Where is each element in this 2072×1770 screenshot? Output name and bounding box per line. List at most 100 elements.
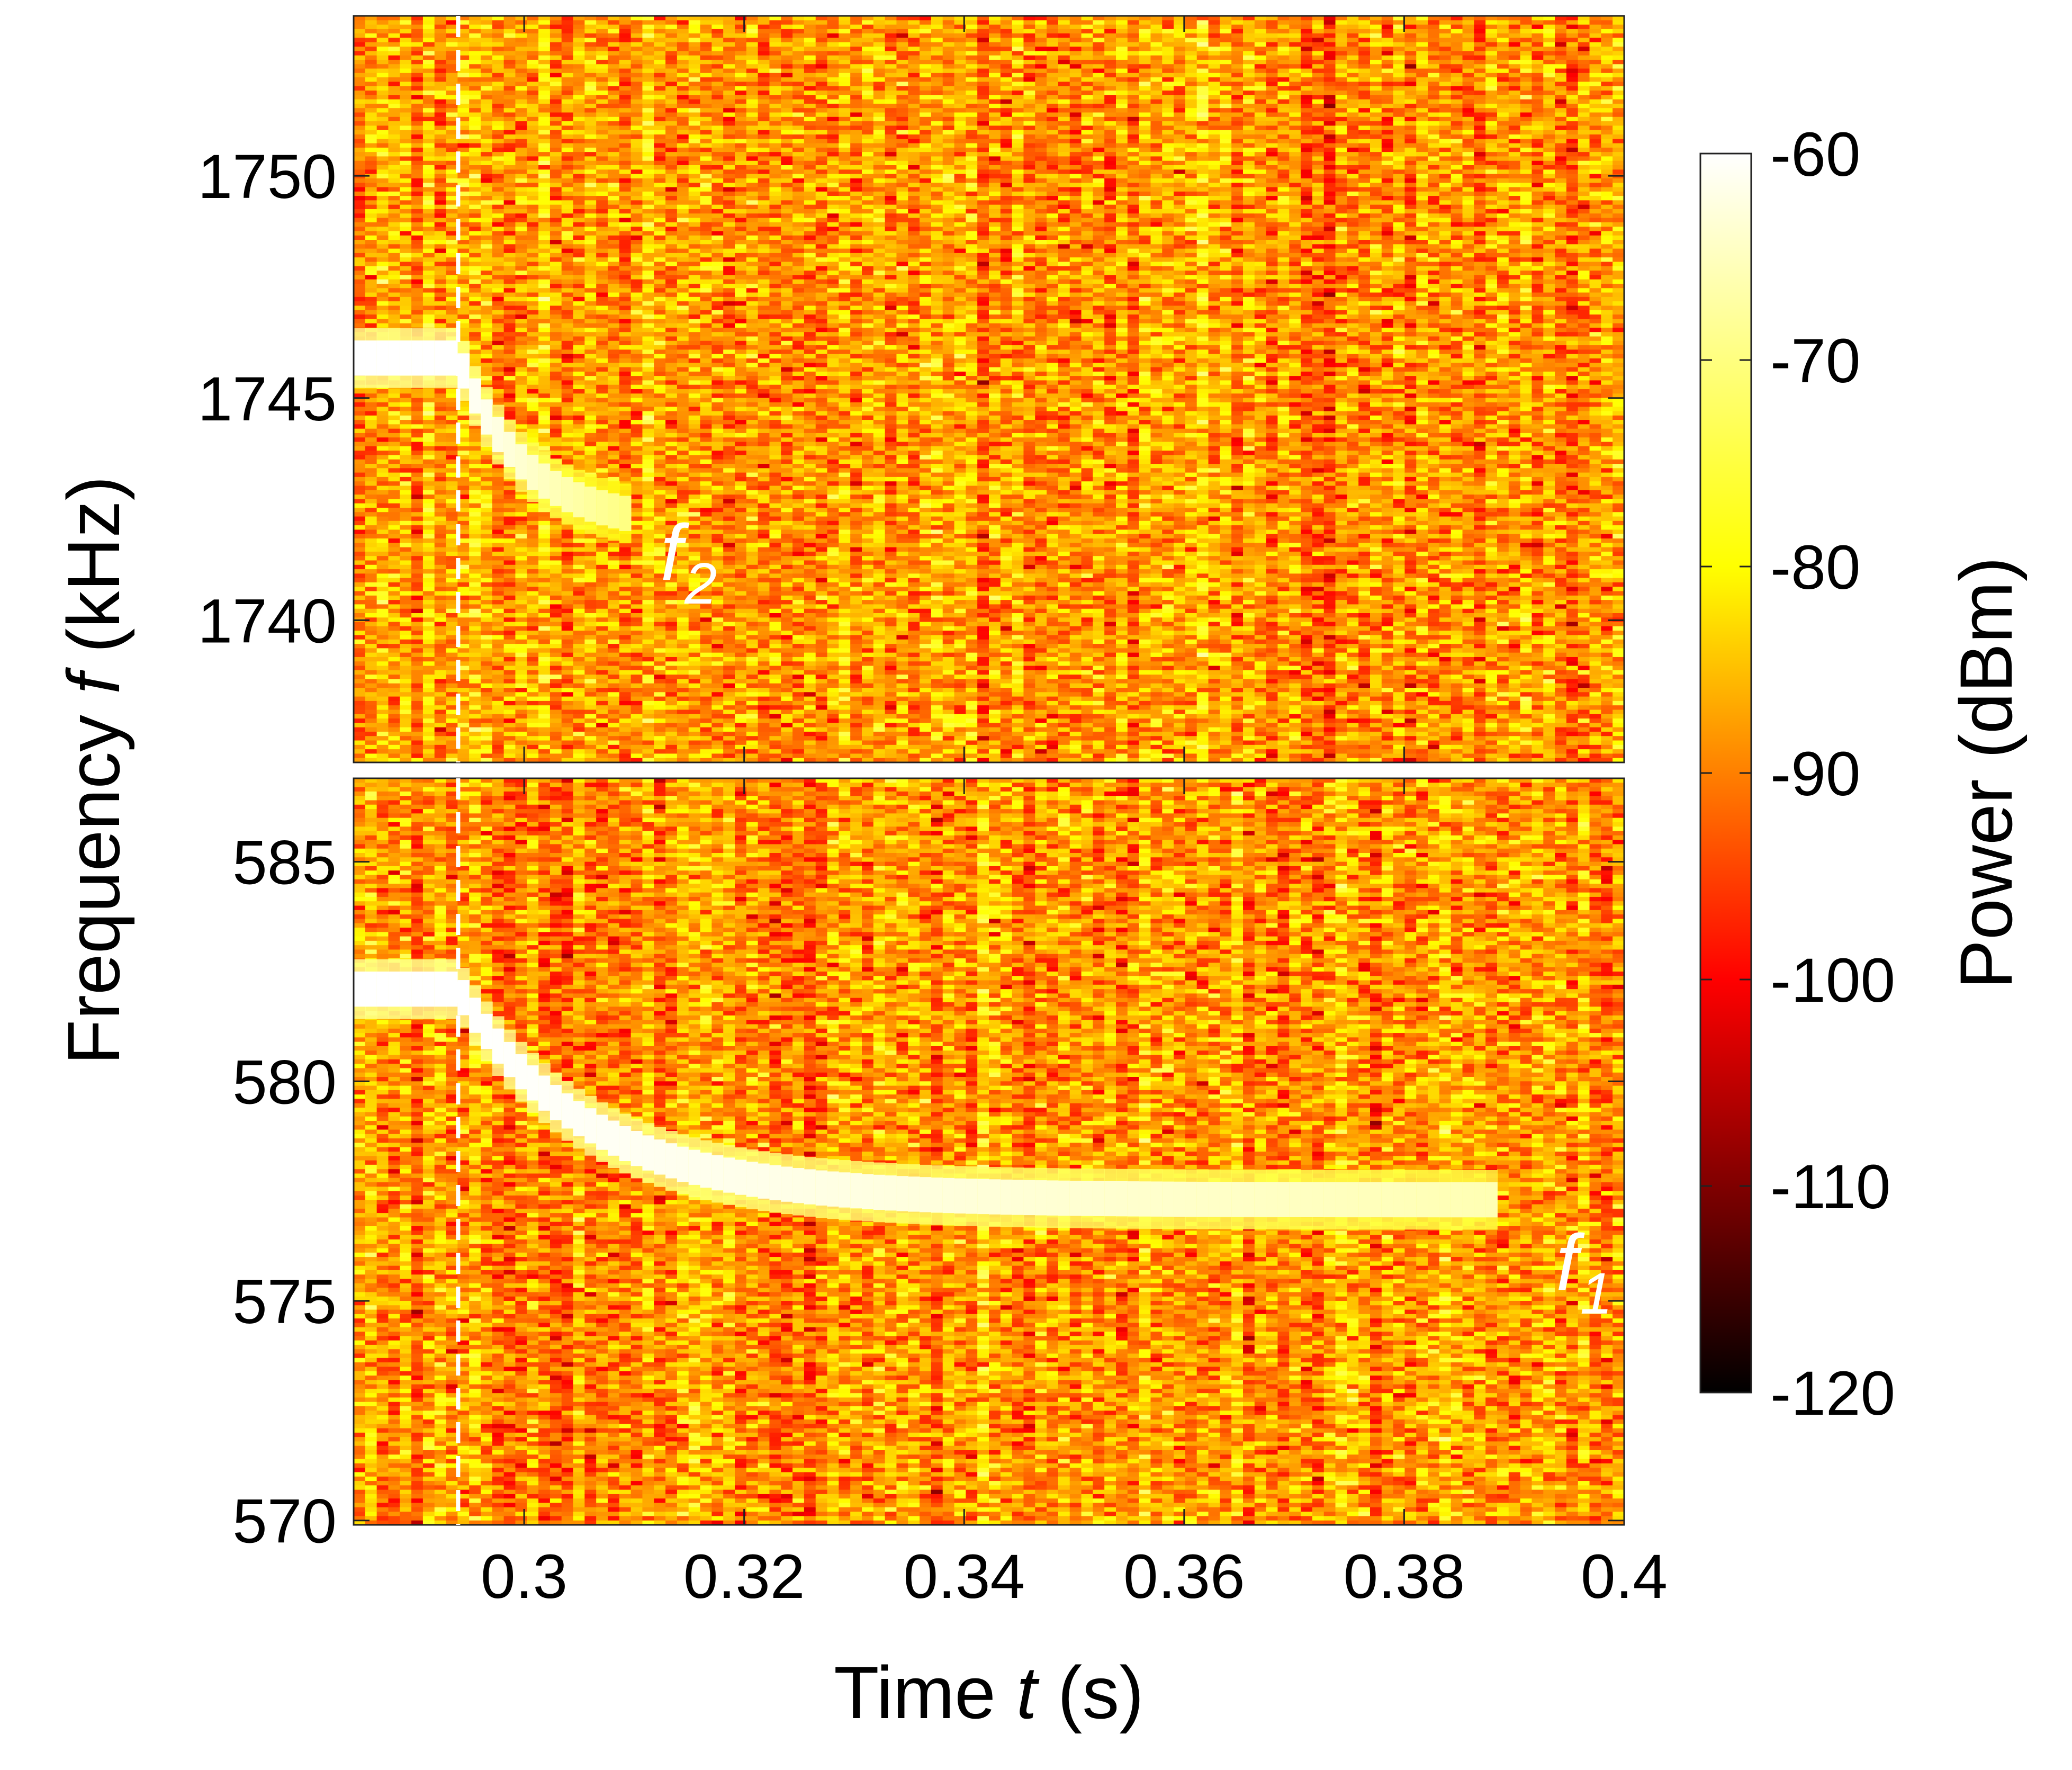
heatmap-cell [376, 64, 389, 69]
heatmap-cell [457, 95, 470, 100]
heatmap-cell [561, 736, 574, 741]
heatmap-cell [596, 451, 608, 456]
heatmap-cell [503, 29, 516, 34]
heatmap-cell [434, 600, 447, 605]
heatmap-cell [596, 134, 608, 140]
heatmap-cell [596, 68, 608, 74]
heatmap-cell [446, 696, 458, 702]
heatmap-cell [584, 169, 597, 175]
heatmap-cell [538, 595, 551, 601]
heatmap-cell [677, 376, 689, 381]
heatmap-cell [573, 213, 585, 219]
heatmap-cell [481, 543, 493, 548]
heatmap-cell [400, 231, 412, 236]
heatmap-cell [642, 16, 655, 21]
heatmap-cell [654, 24, 666, 30]
heatmap-cell [457, 134, 470, 140]
heatmap-cell [619, 38, 632, 43]
heatmap-cell [503, 257, 516, 263]
heatmap-cell [469, 731, 481, 737]
heatmap-cell [596, 367, 608, 372]
heatmap-cell [549, 578, 562, 583]
heatmap-cell [549, 639, 562, 644]
heatmap-cell [457, 569, 470, 574]
heatmap-cell [630, 433, 643, 438]
heatmap-cell [573, 758, 585, 763]
heatmap-cell [515, 51, 528, 56]
heatmap-cell [515, 38, 528, 43]
heatmap-cell [538, 380, 551, 385]
heatmap-cell [654, 666, 666, 671]
heatmap-cell [527, 740, 539, 745]
heatmap-cell [642, 657, 655, 662]
heatmap-cell [515, 240, 528, 245]
heatmap-cell [492, 204, 505, 210]
heatmap-cell [630, 384, 643, 390]
heatmap-cell [481, 631, 493, 636]
heatmap-cell [422, 174, 435, 179]
heatmap-cell [677, 358, 689, 364]
heatmap-cell [584, 64, 597, 69]
heatmap-cell [422, 77, 435, 83]
heatmap-cell [503, 582, 516, 588]
heatmap-cell [549, 108, 562, 113]
heatmap-cell [561, 529, 574, 535]
heatmap-cell [515, 573, 528, 579]
heatmap-cell [481, 731, 493, 737]
heatmap-cell [608, 147, 620, 153]
heatmap-cell [469, 323, 481, 328]
heatmap-cell [411, 661, 424, 667]
heatmap-cell [469, 516, 481, 522]
heatmap-cell [642, 464, 655, 469]
heatmap-cell [492, 156, 505, 161]
heatmap-cell [422, 82, 435, 87]
heatmap-cell [376, 271, 389, 276]
heatmap-cell [457, 617, 470, 623]
heatmap-cell [422, 420, 435, 425]
heatmap-cell [665, 121, 678, 127]
heatmap-cell [434, 121, 447, 127]
heatmap-cell [469, 165, 481, 170]
heatmap-cell [446, 468, 458, 473]
heatmap-cell [688, 248, 701, 254]
heatmap-cell [549, 613, 562, 618]
heatmap-cell [665, 666, 678, 671]
heatmap-cell [573, 451, 585, 456]
heatmap-cell [376, 240, 389, 245]
heatmap-cell [573, 617, 585, 623]
heatmap-cell [654, 227, 666, 232]
heatmap-cell [642, 86, 655, 91]
heatmap-cell [642, 55, 655, 60]
heatmap-cell [677, 451, 689, 456]
heatmap-cell [584, 573, 597, 579]
heatmap-cell [619, 617, 632, 623]
heatmap-cell [354, 209, 366, 214]
heatmap-cell [654, 169, 666, 175]
heatmap-cell [481, 723, 493, 728]
heatmap-cell [376, 125, 389, 131]
heatmap-cell [388, 495, 401, 500]
heatmap-cell [515, 55, 528, 60]
heatmap-cell [619, 354, 632, 359]
heatmap-cell [354, 437, 366, 443]
heatmap-cell [573, 744, 585, 750]
heatmap-cell [630, 103, 643, 109]
heatmap-cell [573, 73, 585, 78]
heatmap-cell [573, 319, 585, 324]
heatmap-cell [434, 59, 447, 65]
heatmap-cell [654, 490, 666, 495]
heatmap-cell [608, 86, 620, 91]
heatmap-cell [400, 490, 412, 495]
heatmap-cell [492, 753, 505, 759]
heatmap-cell [365, 174, 377, 179]
heatmap-cell [388, 472, 401, 478]
heatmap-cell [561, 77, 574, 83]
heatmap-cell [584, 547, 597, 552]
heatmap-cell [503, 499, 516, 504]
heatmap-cell [503, 288, 516, 293]
heatmap-cell [376, 134, 389, 140]
heatmap-cell [688, 42, 701, 47]
heatmap-cell [434, 604, 447, 609]
heatmap-cell [469, 661, 481, 667]
heatmap-cell [354, 688, 366, 693]
